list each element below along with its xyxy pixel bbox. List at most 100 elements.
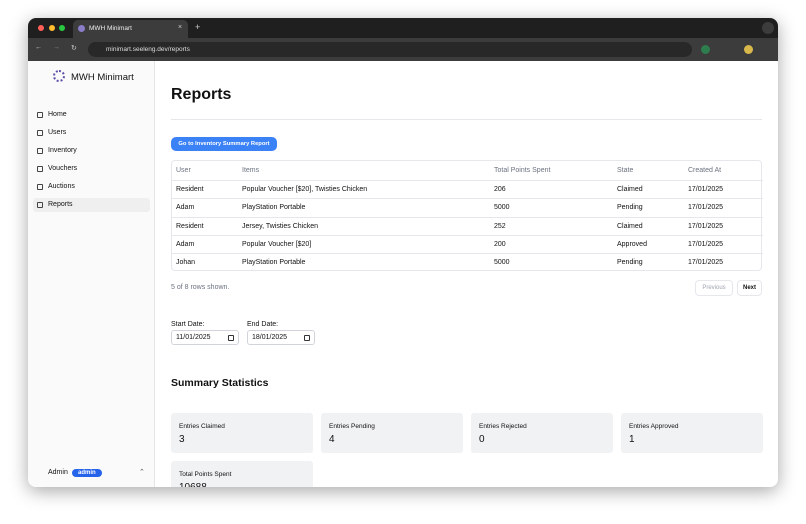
calendar-icon xyxy=(304,335,310,341)
table-cell: Pending xyxy=(617,204,643,212)
reload[interactable]: ↻ xyxy=(71,45,77,52)
stat-card: Total Points Spent 10688 xyxy=(171,461,313,487)
table-cell: 252 xyxy=(494,222,506,230)
stat-value: 4 xyxy=(329,434,335,445)
page-title: Reports xyxy=(171,86,232,103)
nav-item[interactable]: Home xyxy=(33,108,150,122)
table-cell: Claimed xyxy=(617,186,643,193)
tab-title: MWH Minimart xyxy=(89,25,132,32)
stat-card: Entries Claimed 3 xyxy=(171,413,313,453)
address-bar: ← → ↻ minimart.seeleng.dev/reports xyxy=(28,38,778,61)
column-header: User xyxy=(176,167,191,174)
stat-label: Total Points Spent xyxy=(179,471,232,478)
close-dot[interactable] xyxy=(38,25,44,31)
nav-label: Auctions xyxy=(48,183,75,190)
table-cell: 17/01/2025 xyxy=(688,240,724,248)
table-cell: Popular Voucher [$20] xyxy=(242,240,312,248)
max-dot[interactable] xyxy=(59,25,65,31)
nav-label: Home xyxy=(48,111,67,118)
start-date-label: Start Date: xyxy=(171,321,205,328)
column-header: Created At xyxy=(688,167,722,174)
table-cell: Claimed xyxy=(617,222,643,230)
tab-bar: MWH Minimart × + xyxy=(28,18,778,38)
nav-icon xyxy=(37,112,43,118)
user-menu[interactable]: ⌃ xyxy=(139,469,145,476)
nav-item[interactable]: Auctions xyxy=(33,180,150,194)
tab-menu[interactable] xyxy=(762,22,774,34)
table-cell: Adam xyxy=(176,204,195,212)
new-tab[interactable]: + xyxy=(195,22,201,32)
table-cell: Resident xyxy=(176,222,204,230)
reports-table: User Items Total Points Spent State Created … xyxy=(171,160,763,271)
table-row: Adam PlayStation Portable 5000 Pending 17/01… xyxy=(172,198,763,216)
stat-label: Entries Rejected xyxy=(479,423,527,430)
nav-icon xyxy=(37,184,43,190)
table-cell: Adam xyxy=(176,240,195,248)
min-dot[interactable] xyxy=(49,25,55,31)
previous-button[interactable]: Previous xyxy=(695,280,733,296)
table-cell: Approved xyxy=(617,240,647,248)
nav-label: Vouchers xyxy=(48,165,78,172)
column-header: Total Points Spent xyxy=(494,167,551,174)
tab[interactable]: MWH Minimart × xyxy=(73,20,188,38)
browser-window: MWH Minimart × + ← → ↻ minimart.seeleng.… xyxy=(28,18,778,487)
table-cell: 17/01/2025 xyxy=(688,186,724,193)
table-cell: Popular Voucher [$20], Twisties Chicken xyxy=(242,186,368,193)
table-cell: Resident xyxy=(176,186,204,193)
nav-item[interactable]: Vouchers xyxy=(33,162,150,176)
table-cell: 17/01/2025 xyxy=(688,222,724,230)
back[interactable]: ← xyxy=(35,44,42,51)
stat-value: 10688 xyxy=(179,482,207,487)
stat-label: Entries Pending xyxy=(329,423,375,430)
tab-close[interactable]: × xyxy=(178,24,183,31)
table-cell: 17/01/2025 xyxy=(688,204,724,212)
summary-report-button[interactable]: Go to Inventory Summary Report xyxy=(171,137,277,151)
nav-item[interactable]: Inventory xyxy=(33,144,150,158)
stat-card: Entries Pending 4 xyxy=(321,413,463,453)
nav-icon xyxy=(37,148,43,154)
logo xyxy=(53,70,65,82)
nav-icon xyxy=(37,130,43,136)
end-date-input[interactable]: 18/01/2025 xyxy=(247,330,315,345)
nav-label: Reports xyxy=(48,201,73,208)
column-header: State xyxy=(617,167,634,174)
user-name[interactable]: Admin xyxy=(48,469,68,476)
table-cell: Johan xyxy=(176,259,196,267)
nav-item[interactable]: Users xyxy=(33,126,150,140)
nav-icon xyxy=(37,202,43,208)
nav-label: Inventory xyxy=(48,147,77,154)
nav-label: Users xyxy=(48,129,67,136)
pagination-status: 5 of 8 rows shown. xyxy=(171,284,230,291)
nav-item[interactable]: Reports xyxy=(33,198,150,212)
role-badge: admin xyxy=(72,469,102,477)
table-row: Adam Popular Voucher [$20] 200 Approved 17/0… xyxy=(172,234,763,253)
next-button[interactable]: Next xyxy=(737,280,762,296)
stat-value: 1 xyxy=(629,434,635,445)
stat-label: Entries Approved xyxy=(629,423,679,430)
table-cell: PlayStation Portable xyxy=(242,259,306,267)
url-field[interactable]: minimart.seeleng.dev/reports xyxy=(88,42,692,57)
stat-card: Entries Rejected 0 xyxy=(471,413,613,453)
column-header: Items xyxy=(242,167,260,174)
table-cell: PlayStation Portable xyxy=(242,204,306,212)
summary-title: Summary Statistics xyxy=(171,377,269,389)
end-date-value: 18/01/2025 xyxy=(252,334,288,341)
table-cell: 206 xyxy=(494,186,506,193)
extension[interactable] xyxy=(701,45,710,54)
url: minimart.seeleng.dev/reports xyxy=(106,46,190,53)
stat-card: Entries Approved 1 xyxy=(621,413,763,453)
stat-label: Entries Claimed xyxy=(179,423,225,430)
table-cell: 5000 xyxy=(494,259,510,267)
sidebar: MWH Minimart Home Users Inventory Vouchers A… xyxy=(28,61,155,487)
favicon xyxy=(78,25,85,32)
end-date-label: End Date: xyxy=(247,321,279,328)
start-date-input[interactable]: 11/01/2025 xyxy=(171,330,239,345)
calendar-icon xyxy=(228,335,234,341)
forward[interactable]: → xyxy=(53,44,60,51)
stat-value: 3 xyxy=(179,434,185,445)
profile[interactable] xyxy=(744,45,753,54)
table-row: Resident Popular Voucher [$20], Twisties … xyxy=(172,180,763,198)
table-row: Johan PlayStation Portable 5000 Pending 17/0… xyxy=(172,253,763,271)
main: Reports Go to Inventory Summary Report U… xyxy=(171,61,771,487)
